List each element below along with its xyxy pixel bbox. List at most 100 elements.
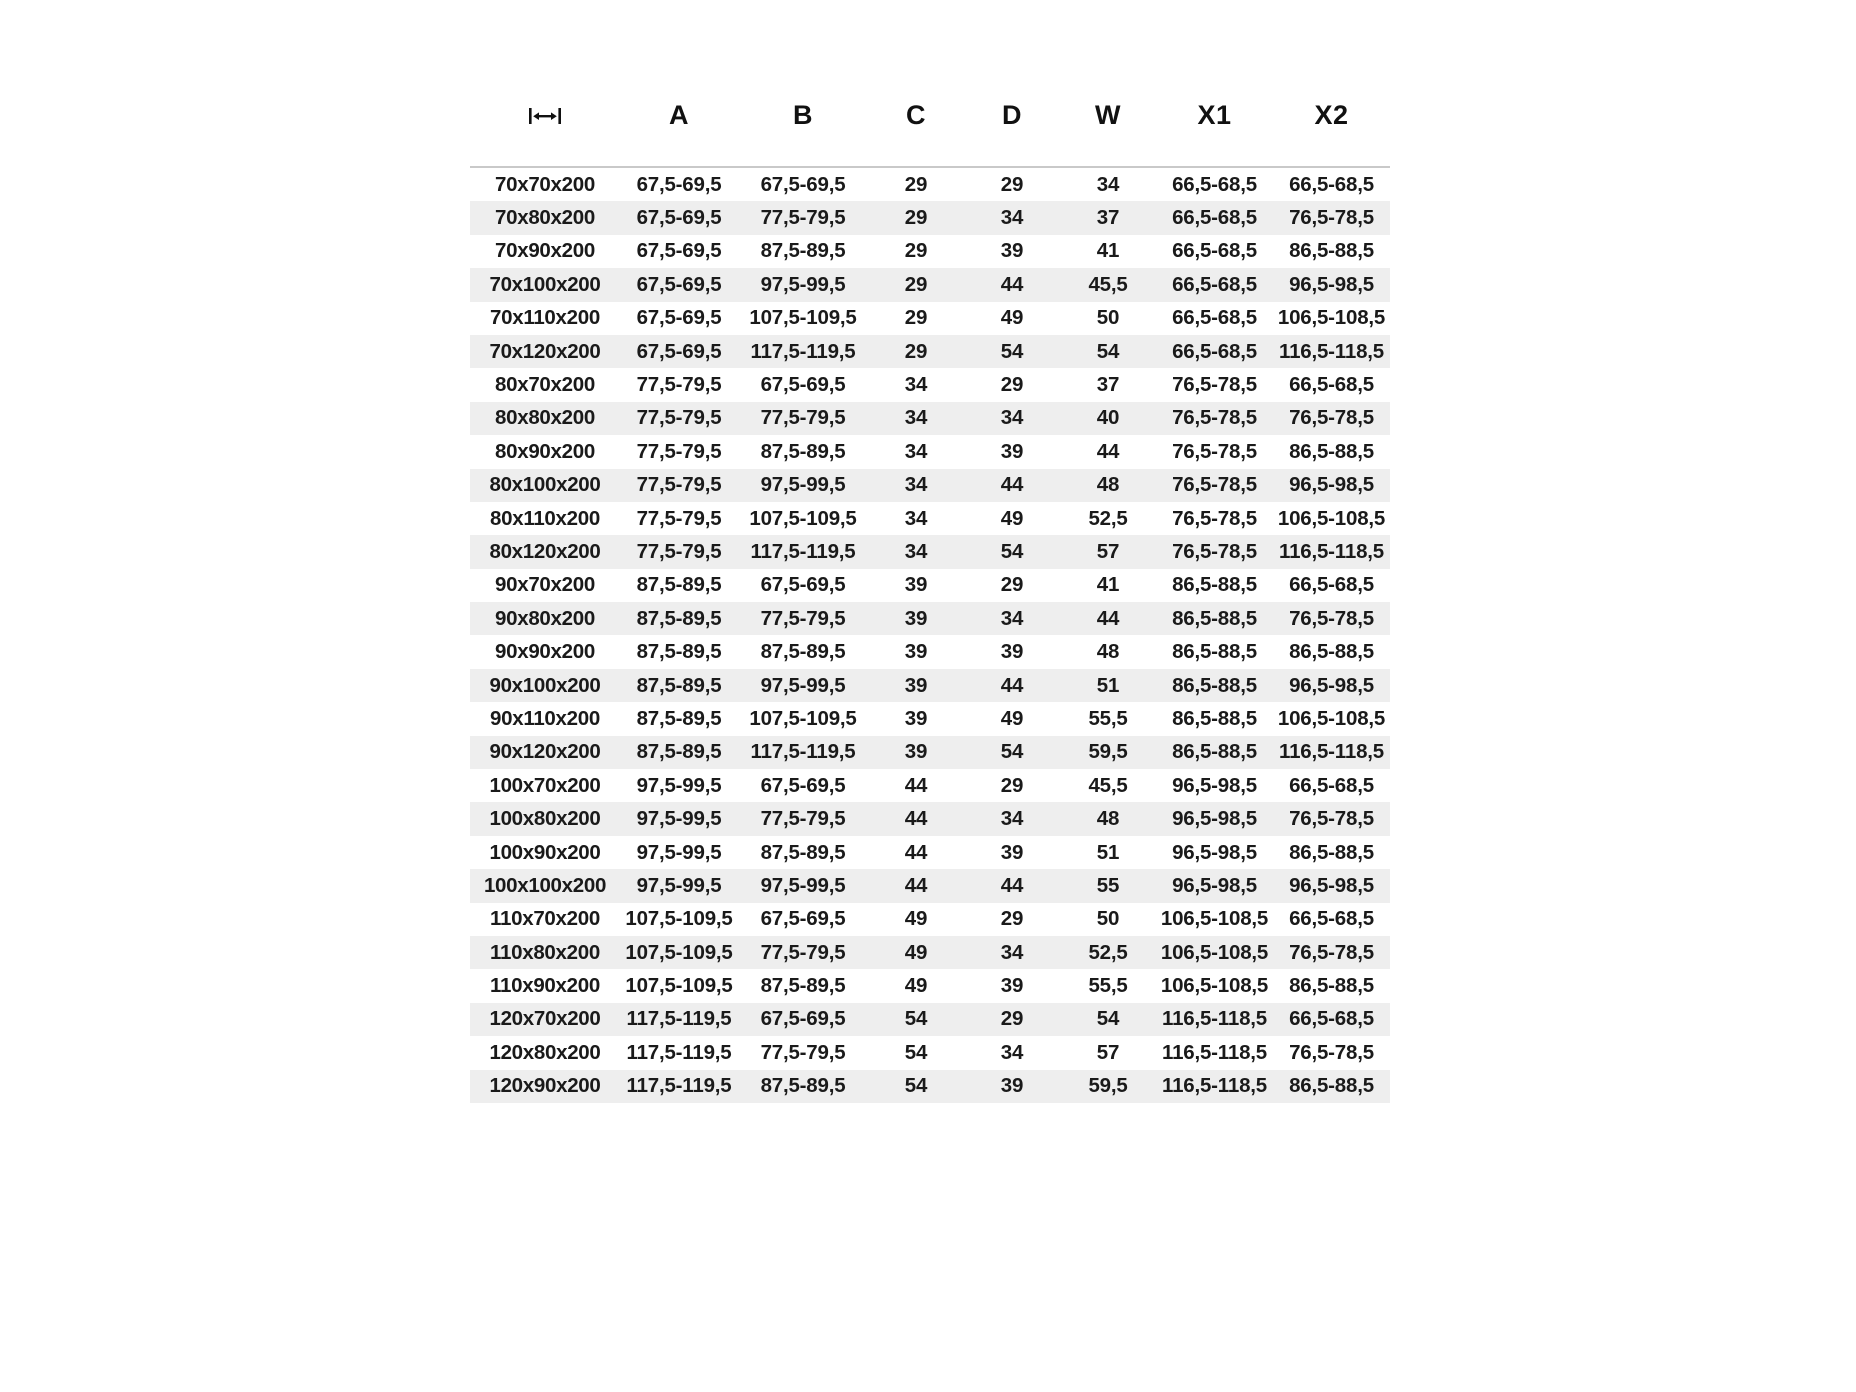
cell-c: 44 (868, 869, 964, 903)
cell-x2: 116,5-118,5 (1273, 735, 1390, 770)
cell-c: 39 (868, 735, 964, 770)
cell-a: 77,5-79,5 (620, 401, 738, 436)
cell-d: 39 (964, 1069, 1060, 1103)
cell-size: 110x90x200 (490, 974, 600, 998)
table-row: 90x70x200 87,5-89,5 67,5-69,5 39 29 41 86,5-88… (470, 569, 1390, 602)
table-row: 80x120x200 77,5-79,5 117,5-119,5 34 54 57 76,5… (470, 535, 1390, 569)
cell-x1: 96,5-98,5 (1172, 773, 1257, 797)
cell-b: 67,5-69,5 (760, 907, 846, 931)
cell-b: 107,5-109,5 (749, 706, 857, 730)
table-row: 80x80x200 77,5-79,5 77,5-79,5 34 34 40 76,5-78… (470, 401, 1390, 436)
cell-x1: 76,5-78,5 (1156, 535, 1273, 569)
cell-d: 49 (1000, 306, 1024, 330)
cell-size: 110x70x200 (490, 907, 600, 931)
table-row: 90x120x200 87,5-89,5 117,5-119,5 39 54 59,5 86… (470, 735, 1390, 770)
cell-c: 49 (904, 907, 928, 931)
cell-c: 39 (904, 706, 928, 730)
cell-c: 34 (904, 506, 928, 530)
cell-b: 97,5-99,5 (738, 668, 868, 703)
column-header-a: A (620, 78, 738, 168)
cell-x2: 66,5-68,5 (1289, 773, 1374, 797)
cell-b: 107,5-109,5 (749, 506, 857, 530)
cell-w: 37 (1096, 373, 1120, 397)
table-row: 70x100x200 67,5-69,5 97,5-99,5 29 44 45,5 66,5… (470, 268, 1390, 302)
cell-size: 80x80x200 (470, 401, 620, 436)
cell-x2: 96,5-98,5 (1273, 268, 1390, 302)
cell-size: 70x70x200 (495, 172, 595, 196)
cell-size: 90x110x200 (490, 706, 600, 730)
cell-x1: 96,5-98,5 (1172, 840, 1257, 864)
column-header-w: W (1060, 78, 1156, 168)
cell-w: 51 (1060, 668, 1156, 703)
cell-size: 80x100x200 (470, 468, 620, 502)
cell-d: 29 (1000, 907, 1024, 931)
cell-x2: 106,5-108,5 (1277, 306, 1386, 330)
cell-x2: 66,5-68,5 (1289, 172, 1374, 196)
table-row: 80x90x200 77,5-79,5 87,5-89,5 34 39 44 76,5-78… (470, 435, 1390, 468)
column-header-x2: X2 (1273, 78, 1390, 168)
table-row: 90x90x200 87,5-89,5 87,5-89,5 39 39 48 86,5-88… (470, 635, 1390, 668)
cell-b: 117,5-119,5 (738, 334, 868, 369)
cell-d: 49 (1000, 506, 1024, 530)
cell-x1: 66,5-68,5 (1156, 201, 1273, 235)
cell-x1: 96,5-98,5 (1156, 802, 1273, 836)
cell-size: 100x70x200 (489, 773, 601, 797)
cell-w: 44 (1096, 439, 1120, 463)
cell-b: 117,5-119,5 (738, 535, 868, 569)
cell-c: 44 (904, 773, 928, 797)
cell-a: 67,5-69,5 (620, 268, 738, 302)
cell-a: 77,5-79,5 (636, 439, 722, 463)
cell-x2: 116,5-118,5 (1273, 535, 1390, 569)
cell-size: 80x90x200 (495, 439, 595, 463)
cell-d: 39 (1000, 974, 1024, 998)
cell-x2: 106,5-108,5 (1277, 506, 1386, 530)
cell-d: 34 (964, 401, 1060, 436)
cell-x2: 76,5-78,5 (1273, 401, 1390, 436)
cell-a: 77,5-79,5 (636, 373, 722, 397)
cell-b: 87,5-89,5 (760, 640, 846, 664)
cell-w: 52,5 (1088, 506, 1128, 530)
cell-b: 97,5-99,5 (738, 468, 868, 502)
cell-x2: 76,5-78,5 (1273, 602, 1390, 636)
cell-c: 29 (868, 334, 964, 369)
cell-a: 87,5-89,5 (620, 735, 738, 770)
cell-c: 44 (904, 840, 928, 864)
cell-a: 117,5-119,5 (620, 1069, 738, 1103)
cell-x2: 116,5-118,5 (1273, 334, 1390, 369)
table-row: 70x80x200 67,5-69,5 77,5-79,5 29 34 37 66,5-68… (470, 201, 1390, 235)
cell-x1: 76,5-78,5 (1172, 506, 1257, 530)
cell-size: 90x120x200 (470, 735, 620, 770)
table-row: 100x90x200 97,5-99,5 87,5-89,5 44 39 51 96,5-9… (470, 836, 1390, 869)
cell-a: 107,5-109,5 (625, 907, 733, 931)
table-row: 80x100x200 77,5-79,5 97,5-99,5 34 44 48 76,5-7… (470, 468, 1390, 502)
cell-x2: 86,5-88,5 (1289, 974, 1374, 998)
table-row: 100x100x200 97,5-99,5 97,5-99,5 44 44 55 96,5-… (470, 869, 1390, 903)
table-row: 110x90x200 107,5-109,5 87,5-89,5 49 39 55,5 10… (470, 969, 1390, 1002)
column-header-d: D (964, 78, 1060, 168)
cell-c: 34 (904, 373, 928, 397)
cell-c: 54 (868, 1002, 964, 1037)
cell-a: 87,5-89,5 (620, 668, 738, 703)
cell-w: 44 (1060, 602, 1156, 636)
cell-c: 39 (868, 668, 964, 703)
cell-size: 120x90x200 (470, 1069, 620, 1103)
cell-d: 29 (964, 1002, 1060, 1037)
cell-b: 67,5-69,5 (738, 1002, 868, 1037)
cell-x2: 66,5-68,5 (1289, 573, 1374, 597)
cell-size: 100x80x200 (470, 802, 620, 836)
cell-b: 77,5-79,5 (738, 935, 868, 970)
cell-d: 29 (1000, 172, 1024, 196)
cell-d: 54 (964, 334, 1060, 369)
cell-b: 107,5-109,5 (749, 306, 857, 330)
cell-a: 107,5-109,5 (625, 974, 733, 998)
cell-c: 49 (904, 974, 928, 998)
cell-x2: 86,5-88,5 (1289, 640, 1374, 664)
cell-x1: 76,5-78,5 (1156, 468, 1273, 502)
cell-c: 34 (868, 468, 964, 502)
cell-c: 39 (904, 640, 928, 664)
cell-b: 77,5-79,5 (738, 602, 868, 636)
width-measure-icon (528, 106, 562, 126)
cell-b: 77,5-79,5 (738, 201, 868, 235)
cell-c: 34 (868, 401, 964, 436)
cell-a: 67,5-69,5 (636, 239, 722, 263)
